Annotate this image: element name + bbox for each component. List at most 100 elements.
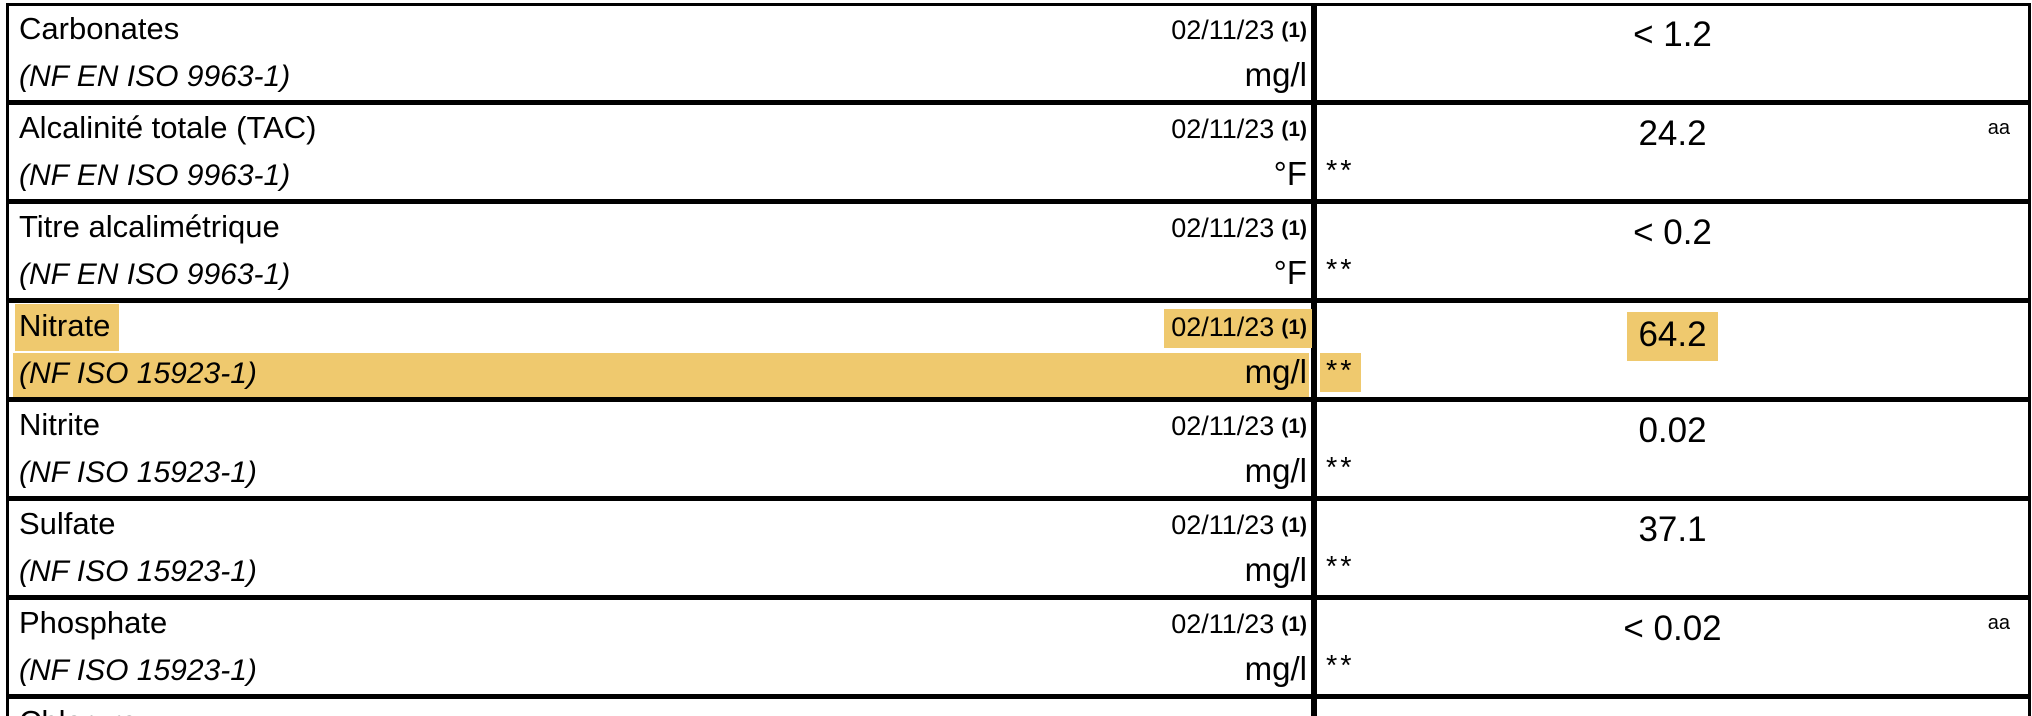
analysis-date: 02/11/23 (1)	[1171, 15, 1307, 46]
analysis-date: 02/11/23 (1)	[1171, 213, 1307, 244]
unit-label: mg/l	[1244, 452, 1307, 489]
date-value: 02/11/23	[1171, 510, 1275, 540]
table-row: Carbonates 02/11/23 (1) (NF EN ISO 9963-1…	[9, 6, 2028, 105]
result-line: < 0.02	[1317, 609, 2028, 649]
date-footnote: (1)	[1281, 316, 1307, 339]
parameter-cell: Chlorure	[9, 699, 1317, 716]
table-row: Phosphate 02/11/23 (1) (NF ISO 15923-1) m…	[9, 600, 2028, 699]
method-norm: (NF ISO 15923-1)	[19, 357, 257, 390]
date-footnote: (1)	[1281, 613, 1307, 636]
result-value: 37.1	[1638, 510, 1707, 549]
date-value: 02/11/23	[1171, 312, 1275, 342]
unit-label: mg/l	[1244, 551, 1307, 588]
parameter-cell: Nitrate 02/11/23 (1) (NF ISO 15923-1) mg/…	[9, 303, 1317, 397]
result-line: 0.02	[1317, 411, 2028, 451]
parameter-line: Nitrite 02/11/23 (1)	[19, 407, 1307, 452]
accreditation-marker: aa	[1987, 117, 2010, 139]
result-cell: 0.02 **	[1317, 402, 2028, 496]
table-row: Nitrate 02/11/23 (1) (NF ISO 15923-1) mg/…	[9, 303, 2028, 402]
table-row: Nitrite 02/11/23 (1) (NF ISO 15923-1) mg/…	[9, 402, 2028, 501]
analysis-date: 02/11/23 (1)	[1171, 114, 1307, 145]
parameter-cell: Nitrite 02/11/23 (1) (NF ISO 15923-1) mg/…	[9, 402, 1317, 496]
parameter-line: Alcalinité totale (TAC) 02/11/23 (1)	[19, 110, 1307, 155]
result-line: 24.2	[1317, 114, 2028, 154]
parameter-line: Phosphate 02/11/23 (1)	[19, 605, 1307, 650]
result-value: < 0.02	[1623, 609, 1722, 648]
result-cell: 24.2 aa **	[1317, 105, 2028, 199]
analysis-date: 02/11/23 (1)	[1171, 510, 1307, 541]
result-value: < 0.2	[1633, 213, 1712, 252]
result-cell: < 0.2 **	[1317, 204, 2028, 298]
result-line: 37.1	[1317, 510, 2028, 550]
analysis-date: 02/11/23 (1)	[1171, 411, 1307, 442]
parameter-name: Titre alcalimétrique	[19, 209, 280, 244]
uncertainty-flag: **	[1326, 155, 1355, 187]
unit-label: mg/l	[1244, 56, 1307, 93]
parameter-name: Chlorure	[19, 704, 138, 716]
parameter-name: Nitrite	[19, 407, 100, 442]
norm-line: (NF ISO 15923-1) mg/l	[19, 650, 1307, 694]
date-value: 02/11/23	[1171, 411, 1275, 441]
parameter-cell: Carbonates 02/11/23 (1) (NF EN ISO 9963-1…	[9, 6, 1317, 100]
unit-label: mg/l	[1244, 650, 1307, 687]
result-cell: < 1.2	[1317, 6, 2028, 100]
analysis-results-table: Carbonates 02/11/23 (1) (NF EN ISO 9963-1…	[6, 3, 2031, 716]
date-value: 02/11/23	[1171, 213, 1275, 243]
result-line: < 0.2	[1317, 213, 2028, 253]
method-norm: (NF EN ISO 9963-1)	[19, 159, 291, 192]
date-value: 02/11/23	[1171, 114, 1275, 144]
uncertainty-flag: **	[1326, 254, 1355, 286]
uncertainty-flag: **	[1326, 551, 1355, 583]
norm-line: (NF ISO 15923-1) mg/l	[13, 353, 1309, 397]
norm-line: (NF EN ISO 9963-1) °F	[19, 254, 1307, 298]
parameter-cell: Alcalinité totale (TAC) 02/11/23 (1) (NF …	[9, 105, 1317, 199]
parameter-line: Chlorure	[19, 704, 1307, 716]
norm-line: (NF EN ISO 9963-1) °F	[19, 155, 1307, 199]
analysis-date: 02/11/23 (1)	[1164, 309, 1312, 348]
table-row: Chlorure	[9, 699, 2028, 716]
uncertainty-flag: **	[1326, 452, 1355, 484]
result-value: 0.02	[1638, 411, 1707, 450]
parameter-cell: Sulfate 02/11/23 (1) (NF ISO 15923-1) mg/…	[9, 501, 1317, 595]
uncertainty-flag: **	[1320, 353, 1361, 392]
parameter-line: Sulfate 02/11/23 (1)	[19, 506, 1307, 551]
parameter-name: Sulfate	[19, 506, 116, 541]
parameter-cell: Phosphate 02/11/23 (1) (NF ISO 15923-1) m…	[9, 600, 1317, 694]
date-footnote: (1)	[1281, 118, 1307, 141]
result-cell: 37.1 **	[1317, 501, 2028, 595]
result-cell	[1317, 699, 2028, 716]
accreditation-marker: aa	[1987, 612, 2010, 634]
norm-line: (NF ISO 15923-1) mg/l	[19, 452, 1307, 496]
unit-label: mg/l	[1244, 353, 1307, 390]
date-footnote: (1)	[1281, 217, 1307, 240]
table-row: Sulfate 02/11/23 (1) (NF ISO 15923-1) mg/…	[9, 501, 2028, 600]
parameter-cell: Titre alcalimétrique 02/11/23 (1) (NF EN …	[9, 204, 1317, 298]
parameter-line: Nitrate 02/11/23 (1)	[15, 304, 1312, 353]
method-norm: (NF ISO 15923-1)	[19, 654, 257, 687]
norm-line: (NF EN ISO 9963-1) mg/l	[19, 56, 1307, 100]
uncertainty-flag: **	[1326, 650, 1355, 682]
date-value: 02/11/23	[1171, 15, 1275, 45]
method-norm: (NF EN ISO 9963-1)	[19, 258, 291, 291]
date-value: 02/11/23	[1171, 609, 1275, 639]
method-norm: (NF ISO 15923-1)	[19, 555, 257, 588]
method-norm: (NF EN ISO 9963-1)	[19, 60, 291, 93]
date-footnote: (1)	[1281, 415, 1307, 438]
result-line: 64.2	[1317, 312, 2028, 362]
unit-label: °F	[1273, 254, 1307, 291]
result-value: 64.2	[1627, 312, 1718, 362]
parameter-name: Nitrate	[15, 304, 120, 351]
result-value: 24.2	[1638, 114, 1707, 153]
result-line: < 1.2	[1317, 15, 2028, 55]
unit-label: °F	[1273, 155, 1307, 192]
result-value: < 1.2	[1633, 15, 1712, 54]
parameter-name: Alcalinité totale (TAC)	[19, 110, 317, 145]
result-cell: < 0.02 aa **	[1317, 600, 2028, 694]
parameter-line: Titre alcalimétrique 02/11/23 (1)	[19, 209, 1307, 254]
date-footnote: (1)	[1281, 514, 1307, 537]
parameter-line: Carbonates 02/11/23 (1)	[19, 11, 1307, 56]
norm-line: (NF ISO 15923-1) mg/l	[19, 551, 1307, 595]
parameter-name: Phosphate	[19, 605, 168, 640]
table-row: Alcalinité totale (TAC) 02/11/23 (1) (NF …	[9, 105, 2028, 204]
